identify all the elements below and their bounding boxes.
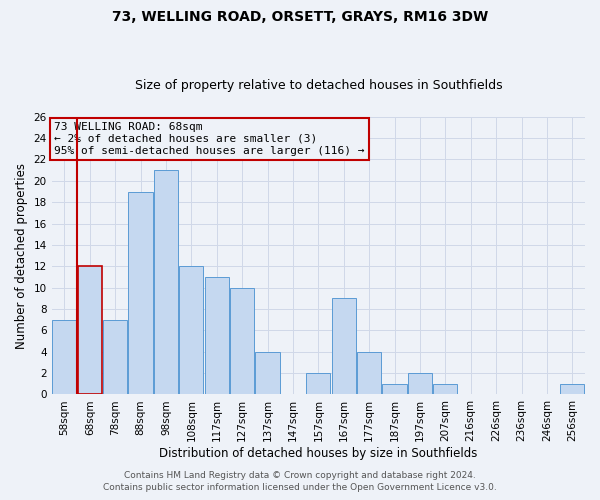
Bar: [230, 288, 254, 395]
Text: 73, WELLING ROAD, ORSETT, GRAYS, RM16 3DW: 73, WELLING ROAD, ORSETT, GRAYS, RM16 3D…: [112, 10, 488, 24]
Bar: [77, 266, 102, 394]
Bar: [433, 384, 457, 394]
Text: Contains HM Land Registry data © Crown copyright and database right 2024.
Contai: Contains HM Land Registry data © Crown c…: [103, 471, 497, 492]
Bar: [332, 298, 356, 394]
Title: Size of property relative to detached houses in Southfields: Size of property relative to detached ho…: [134, 79, 502, 92]
Bar: [179, 266, 203, 394]
Bar: [103, 320, 127, 394]
Bar: [408, 373, 432, 394]
Bar: [256, 352, 280, 395]
Text: 73 WELLING ROAD: 68sqm
← 2% of detached houses are smaller (3)
95% of semi-detac: 73 WELLING ROAD: 68sqm ← 2% of detached …: [55, 122, 365, 156]
Bar: [128, 192, 152, 394]
Bar: [52, 320, 76, 394]
Bar: [154, 170, 178, 394]
X-axis label: Distribution of detached houses by size in Southfields: Distribution of detached houses by size …: [159, 447, 478, 460]
Y-axis label: Number of detached properties: Number of detached properties: [15, 162, 28, 348]
Bar: [205, 277, 229, 394]
Bar: [357, 352, 381, 395]
Bar: [382, 384, 407, 394]
Bar: [560, 384, 584, 394]
Bar: [306, 373, 331, 394]
